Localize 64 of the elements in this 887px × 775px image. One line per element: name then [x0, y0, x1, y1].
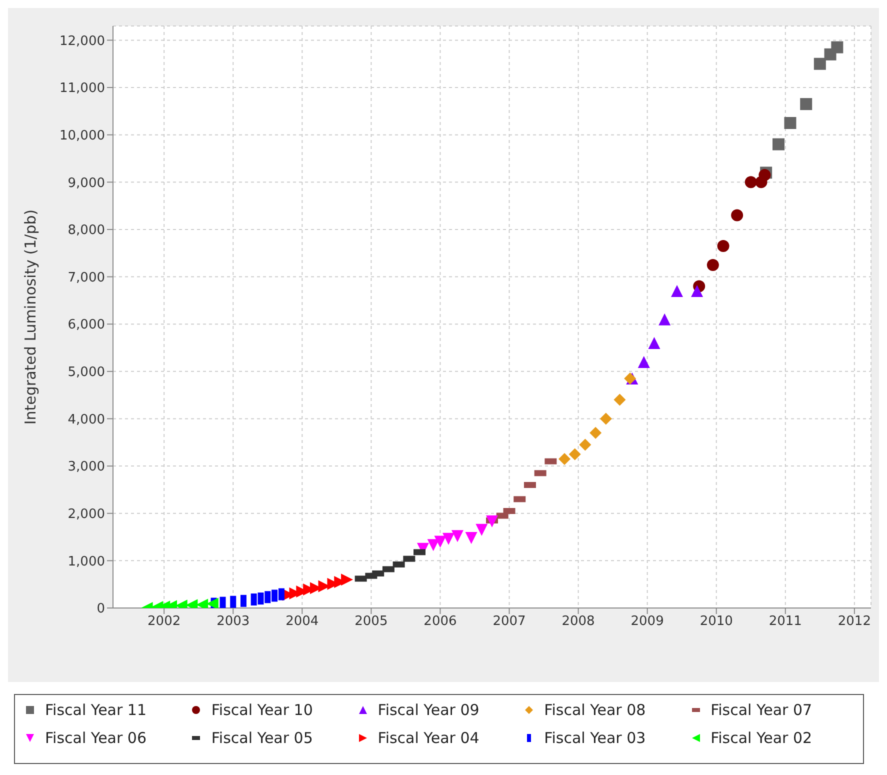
x-tick-label: 2008 — [562, 614, 595, 630]
legend-label: Fiscal Year 04 — [378, 729, 480, 747]
point — [731, 209, 744, 222]
y-tick-label: 9,000 — [68, 176, 105, 191]
x-tick-label: 2005 — [354, 614, 388, 630]
point — [784, 117, 796, 129]
point — [465, 532, 478, 544]
point — [772, 138, 784, 150]
point — [658, 313, 671, 326]
point — [600, 412, 612, 425]
point — [568, 448, 581, 460]
x-tick-label: 2011 — [768, 614, 802, 630]
legend-label: Fiscal Year 02 — [710, 729, 812, 747]
legend-label: Fiscal Year 09 — [378, 701, 480, 719]
y-tick-label: 1,000 — [68, 554, 105, 570]
point — [717, 240, 730, 252]
x-tick-label: 2007 — [492, 614, 526, 630]
point — [614, 394, 626, 406]
point — [451, 530, 464, 542]
point — [671, 284, 684, 297]
y-tick-label: 3,000 — [68, 460, 105, 475]
y-tick-label: 0 — [96, 602, 105, 617]
x-tick-label: 2012 — [838, 614, 871, 630]
legend-label: Fiscal Year 05 — [211, 729, 313, 747]
legend-label: Fiscal Year 08 — [544, 701, 646, 719]
point — [831, 41, 844, 54]
point — [814, 58, 826, 70]
point — [341, 574, 354, 586]
legend-label: Fiscal Year 07 — [710, 701, 812, 719]
legend-label: Fiscal Year 03 — [544, 729, 646, 747]
point — [442, 532, 455, 545]
legend-label: Fiscal Year 10 — [211, 701, 313, 719]
y-tick-label: 7,000 — [68, 270, 105, 286]
point — [590, 426, 602, 439]
point — [800, 98, 812, 110]
x-tick-label: 2009 — [630, 614, 664, 630]
point — [638, 356, 650, 368]
point — [486, 515, 498, 528]
point — [476, 524, 488, 536]
y-tick-label: 4,000 — [68, 412, 105, 428]
y-axis-title: Integrated Luminosity (1/pb) — [21, 209, 40, 425]
point — [706, 258, 719, 271]
y-tick-label: 10,000 — [60, 128, 105, 144]
y-tick-label: 11,000 — [60, 81, 105, 96]
x-tick-label: 2006 — [424, 614, 457, 630]
y-tick-label: 8,000 — [68, 223, 105, 238]
point — [558, 452, 570, 465]
point — [579, 438, 592, 451]
point — [648, 337, 660, 350]
x-tick-label: 2002 — [148, 614, 181, 630]
y-tick-label: 12,000 — [60, 34, 105, 49]
legend-label: Fiscal Year 11 — [45, 701, 147, 719]
point — [691, 284, 704, 297]
point — [744, 176, 757, 188]
x-tick-label: 2004 — [286, 614, 319, 630]
x-tick-label: 2010 — [700, 614, 733, 630]
legend-label: Fiscal Year 06 — [45, 729, 147, 747]
point — [427, 539, 440, 552]
y-tick-label: 5,000 — [68, 365, 105, 380]
y-tick-label: 2,000 — [68, 506, 105, 522]
point — [758, 169, 771, 182]
point — [434, 536, 446, 548]
y-tick-label: 6,000 — [68, 318, 105, 333]
x-tick-label: 2003 — [216, 614, 250, 630]
